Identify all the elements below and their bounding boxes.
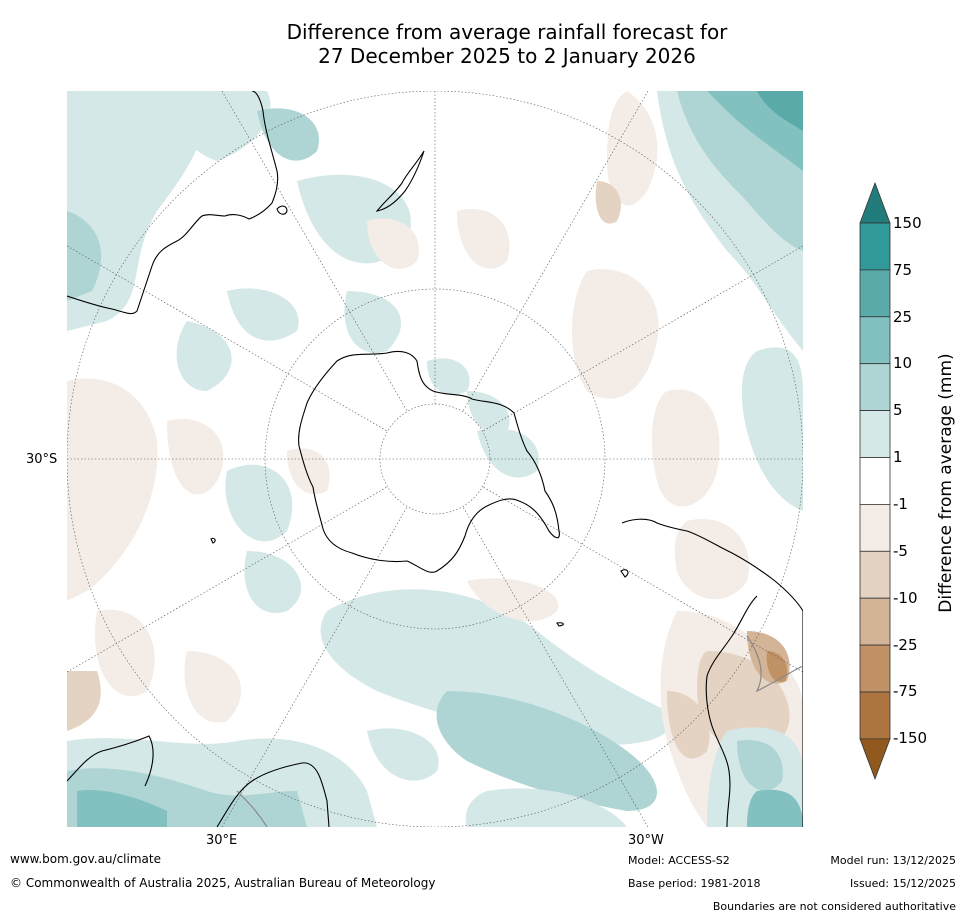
colorbar-title: Difference from average (mm) — [936, 353, 956, 613]
title-line-1: Difference from average rainfall forecas… — [286, 20, 728, 44]
colorbar-segment — [859, 503, 891, 552]
footer-model: Model: ACCESS-S2 — [628, 854, 730, 867]
colorbar-segment — [859, 457, 891, 505]
lon-label-30e: 30°E — [206, 833, 238, 848]
colorbar-tick: -5 — [893, 542, 908, 560]
country-boundaries — [236, 635, 803, 827]
colorbar-segment — [859, 316, 891, 365]
south-america-coastline — [621, 518, 803, 827]
coastlines — [67, 91, 803, 827]
colorbar-tick: 25 — [893, 308, 913, 326]
tasmania-coastline — [276, 205, 288, 215]
colorbar-segment — [859, 363, 891, 411]
rainfall-anomaly-patches — [67, 91, 803, 827]
colorbar-extend-bottom — [859, 738, 891, 781]
colorbar-tick: 5 — [893, 401, 903, 419]
africa-coastline — [67, 735, 330, 827]
footer-model-run: Model run: 13/12/2025 — [830, 854, 956, 867]
colorbar-tick: -10 — [893, 589, 918, 607]
lat-label-30s: 30°S — [26, 452, 58, 467]
title-line-2: 27 December 2025 to 2 January 2026 — [318, 44, 696, 68]
footer-website: www.bom.gov.au/climate — [10, 852, 161, 866]
footer-disclaimer: Boundaries are not considered authoritat… — [712, 900, 956, 913]
antarctica-coastline — [298, 350, 560, 573]
colorbar-segment — [859, 597, 891, 646]
colorbar-segment — [859, 269, 891, 318]
new-zealand-coastline — [375, 150, 425, 212]
colorbar-tick: 150 — [893, 214, 922, 232]
colorbar-segment — [859, 222, 891, 271]
colorbar-tick: -1 — [893, 495, 908, 513]
colorbar-segment — [859, 410, 891, 458]
colorbar-tick: -75 — [893, 682, 918, 700]
footer-issued: Issued: 15/12/2025 — [849, 877, 956, 890]
colorbar-segment — [859, 691, 891, 740]
map-title: Difference from average rainfall forecas… — [0, 20, 965, 68]
lon-label-30w: 30°W — [628, 833, 664, 848]
footer-base-period: Base period: 1981-2018 — [628, 877, 761, 890]
colorbar — [859, 181, 891, 781]
colorbar-tick: 10 — [893, 354, 913, 372]
rainfall-anomaly-map — [67, 91, 803, 827]
colorbar-tick: -150 — [893, 729, 928, 747]
colorbar-tick: 1 — [893, 448, 903, 466]
colorbar-tick: -25 — [893, 636, 918, 654]
australia-coastline — [67, 91, 279, 315]
footer-copyright: © Commonwealth of Australia 2025, Austra… — [10, 876, 436, 890]
colorbar-tick: 75 — [893, 261, 913, 279]
colorbar-extend-top — [859, 181, 891, 224]
colorbar-segment — [859, 550, 891, 599]
colorbar-segment — [859, 644, 891, 693]
